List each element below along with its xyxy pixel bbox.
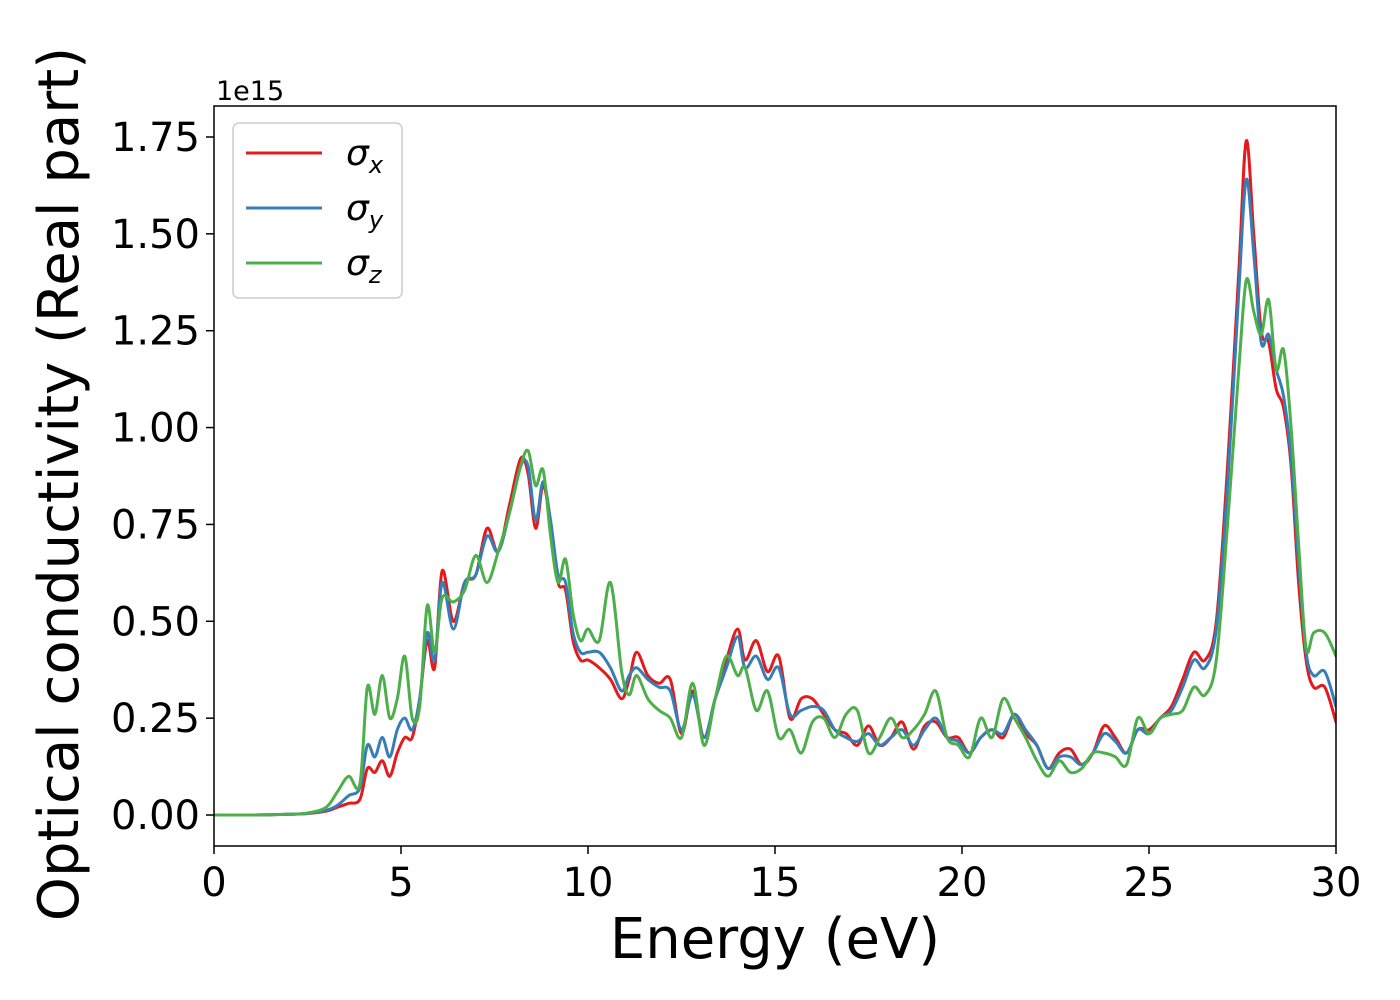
legend-label-x: σx xyxy=(346,133,384,179)
series-line-y xyxy=(214,177,1336,817)
y-tick-label: 1.50 xyxy=(111,212,200,258)
x-tick-label: 20 xyxy=(937,860,988,906)
legend-label-y: σy xyxy=(346,188,384,234)
x-tick-label: 25 xyxy=(1124,860,1175,906)
x-tick-label: 15 xyxy=(750,860,801,906)
y-tick-label: 0.50 xyxy=(111,599,200,645)
x-tick-label: 0 xyxy=(201,860,226,906)
y-axis-title: Optical conductivity (Real part) xyxy=(27,47,92,921)
y-tick-label: 0.00 xyxy=(111,793,200,839)
x-axis-title: Energy (eV) xyxy=(610,907,940,972)
legend-label-z: σz xyxy=(346,243,383,289)
series-line-z xyxy=(214,277,1336,817)
y-tick-label: 1.75 xyxy=(111,115,200,161)
x-axis: 0 5 10 15 20 25 30 xyxy=(201,846,1361,906)
y-tick-label: 0.75 xyxy=(111,502,200,548)
y-tick-label: 1.25 xyxy=(111,309,200,355)
series-line-x xyxy=(214,139,1336,817)
legend: σx σy σz xyxy=(232,122,403,299)
x-tick-label: 10 xyxy=(563,860,614,906)
x-tick-label: 5 xyxy=(388,860,413,906)
series-layer xyxy=(214,139,1336,817)
x-tick-label: 30 xyxy=(1311,860,1362,906)
y-axis: 0.00 0.25 0.50 0.75 1.00 1.25 1.50 1.75 xyxy=(111,115,214,839)
y-axis-offset-text: 1e15 xyxy=(216,76,284,107)
y-tick-label: 1.00 xyxy=(111,406,200,452)
legend-box xyxy=(232,122,403,299)
y-tick-label: 0.25 xyxy=(111,696,200,742)
